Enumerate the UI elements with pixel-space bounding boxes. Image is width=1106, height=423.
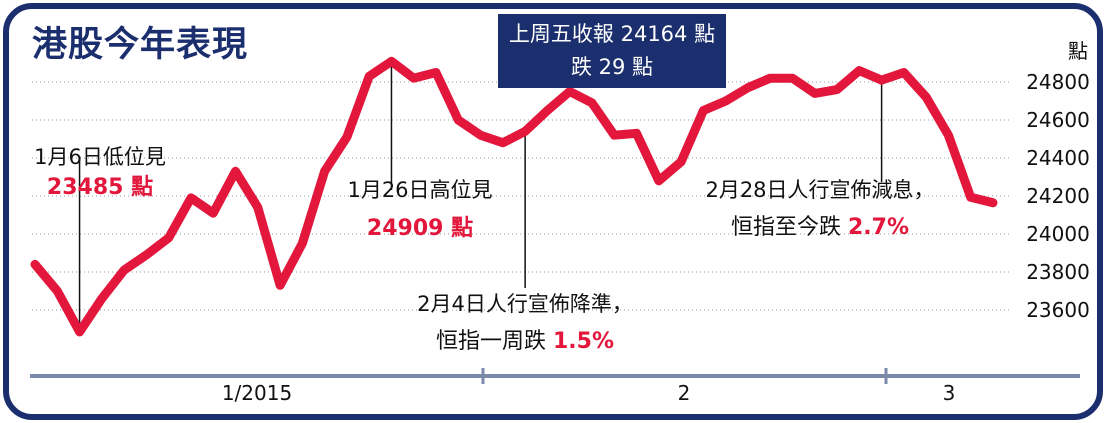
y-tick-label: 24800 xyxy=(1026,70,1090,94)
annotation-text: 2月4日人行宣佈降準， xyxy=(417,292,633,316)
y-tick-label: 23600 xyxy=(1026,298,1090,322)
summary-line-1: 上周五收報 24164 點 xyxy=(508,22,716,46)
annotation-value: 24909 點 xyxy=(367,216,473,241)
y-tick-label: 24400 xyxy=(1026,146,1090,170)
summary-box: 上周五收報 24164 點 跌 29 點 xyxy=(498,14,726,88)
y-tick-label: 24000 xyxy=(1026,222,1090,246)
y-axis-ticks: 23600 23800 24000 24200 24400 24600 24800 xyxy=(1026,70,1090,322)
annotation-value: 恒指一周跌 1.5% xyxy=(436,329,614,354)
annotation-highlight: 1.5% xyxy=(553,329,614,354)
annotation-value: 恒指至今跌 2.7% xyxy=(731,215,909,240)
annotation-text: 1月26日高位見 xyxy=(347,178,492,202)
frame-border xyxy=(3,3,1103,420)
x-tick-label-feb: 2 xyxy=(678,381,691,405)
annotation-highlight: 2.7% xyxy=(848,215,909,240)
y-tick-label: 24600 xyxy=(1026,108,1090,132)
annotations: 1月6日低位見 23485 點 1月26日高位見 24909 點 2月4日人行宣佈降準，… xyxy=(34,145,934,354)
annotation-prefix: 恒指一周跌 xyxy=(436,329,553,354)
series-line xyxy=(30,56,998,337)
y-tick-label: 24200 xyxy=(1026,184,1090,208)
chart-title: 港股今年表現 xyxy=(32,24,249,65)
annotation-value: 23485 點 xyxy=(47,175,153,200)
annotation-prefix: 恒指至今跌 xyxy=(731,215,848,240)
summary-line-2: 跌 29 點 xyxy=(570,55,654,79)
x-tick-label-jan: 1/2015 xyxy=(222,381,292,405)
data-points xyxy=(34,61,994,332)
annotation-text: 1月6日低位見 xyxy=(34,145,166,169)
y-tick-label: 23800 xyxy=(1026,260,1090,284)
annotation-text: 2月28日人行宣佈減息， xyxy=(705,178,934,202)
x-tick-label-mar: 3 xyxy=(943,381,956,405)
y-axis-label: 點 xyxy=(1068,39,1088,63)
